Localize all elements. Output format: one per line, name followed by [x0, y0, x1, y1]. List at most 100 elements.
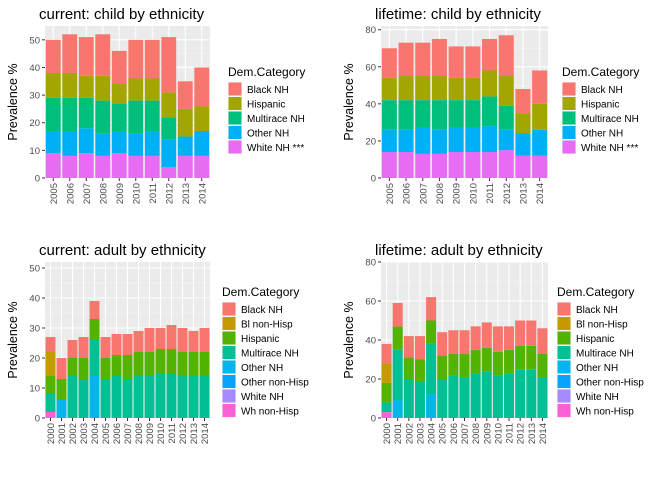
- bar-segment: [62, 131, 78, 156]
- bar-segment: [415, 42, 431, 77]
- bar-segment: [398, 76, 414, 101]
- bar-segment: [133, 352, 144, 376]
- legend-swatch: [222, 375, 236, 388]
- bar-segment: [155, 328, 166, 349]
- bar-segment: [415, 100, 431, 128]
- bar-segment: [166, 325, 177, 349]
- bar-segment: [166, 349, 177, 373]
- bar-segment: [504, 326, 515, 350]
- bar-segment: [414, 380, 425, 418]
- bar-segment: [526, 369, 537, 418]
- bar-segment: [144, 39, 160, 79]
- bar-segment: [414, 336, 425, 360]
- x-tick-label: 2009: [482, 423, 493, 444]
- bar-segment: [188, 376, 199, 418]
- x-tick-label: 2006: [449, 423, 460, 444]
- bar-segment: [381, 129, 397, 153]
- y-axis-label: Prevalence %: [6, 63, 20, 140]
- legend: Dem.Category Black NH Hispanic Multirace NH…: [562, 65, 639, 154]
- chart-title: current: child by ethnicity: [39, 6, 205, 23]
- bar-segment: [177, 136, 193, 156]
- bar-segment: [426, 320, 437, 344]
- bar-segment: [415, 76, 431, 101]
- bar-segment: [194, 106, 210, 132]
- bar-segment: [144, 376, 155, 418]
- bar-segment: [78, 97, 94, 129]
- bar-segment: [144, 78, 160, 101]
- bar-segment: [89, 319, 100, 340]
- bar-segment: [448, 375, 459, 418]
- legend-item: Other non-Hisp: [241, 378, 309, 389]
- legend-swatch: [562, 140, 576, 154]
- x-tick-label: 2003: [415, 423, 426, 444]
- bar-segment: [133, 376, 144, 418]
- bar-segment: [45, 39, 61, 73]
- legend-item: Other NH: [576, 363, 618, 374]
- bar-segment: [133, 331, 144, 352]
- x-tick-label: 2006: [65, 183, 76, 204]
- x-tick-label: 2007: [123, 423, 134, 444]
- bar-segment: [128, 78, 144, 101]
- y-tick-label: 80: [365, 25, 376, 36]
- legend-item: Multirace NH: [241, 349, 299, 360]
- bar-segment: [62, 155, 78, 178]
- legend-title: Dem.Category: [557, 285, 634, 299]
- x-tick-label: 2002: [68, 423, 79, 444]
- x-tick-label: 2005: [101, 423, 112, 444]
- chart-title: lifetime: adult by ethnicity: [375, 242, 543, 259]
- bar-segment: [481, 371, 492, 418]
- legend-swatch: [228, 111, 242, 125]
- legend-swatch: [562, 111, 576, 125]
- bar-segment: [437, 379, 448, 418]
- bar-segment: [111, 84, 127, 104]
- legend-item: Other NH: [241, 363, 283, 374]
- bar-segment: [437, 355, 448, 379]
- legend-item: White NH: [576, 392, 619, 403]
- y-tick-label: 20: [365, 136, 376, 147]
- chart-title: current: adult by ethnicity: [39, 242, 206, 259]
- bar-segment: [431, 153, 447, 178]
- x-tick-label: 2005: [49, 183, 60, 204]
- bar-segment: [177, 352, 188, 376]
- bar-segment: [128, 100, 144, 134]
- bar-segment: [532, 70, 548, 104]
- bar-segment: [381, 412, 392, 418]
- legend: Dem.Category Black NH Bl non-Hisp Hispanic M…: [222, 285, 309, 418]
- x-tick-label: 2014: [200, 423, 211, 444]
- bar-segment: [515, 369, 526, 418]
- legend-swatch: [557, 360, 571, 374]
- bar-segment: [166, 373, 177, 418]
- bar-segment: [381, 363, 392, 383]
- bar-segment: [177, 376, 188, 418]
- bar-segment: [482, 152, 498, 178]
- bar-segment: [45, 72, 61, 98]
- bar-segment: [89, 376, 100, 418]
- bar-segment: [122, 355, 133, 379]
- legend-item: Multirace NH: [581, 114, 639, 125]
- bar-segment: [398, 100, 414, 130]
- bar-segment: [504, 373, 515, 418]
- legend-item: Black NH: [581, 85, 623, 96]
- y-tick-label: 0: [35, 414, 40, 425]
- legend-item: Multirace NH: [576, 349, 634, 360]
- bar-segment: [161, 139, 177, 167]
- x-tick-label: 2006: [112, 423, 123, 444]
- bar-segment: [56, 358, 67, 379]
- bar-segment: [392, 349, 403, 401]
- x-tick-label: 2000: [46, 423, 57, 444]
- legend-swatch: [222, 331, 236, 345]
- bar-segment: [470, 373, 481, 418]
- bar-segment: [498, 105, 514, 130]
- bar-segment: [470, 326, 481, 350]
- legend-item: Wh non-Hisp: [576, 407, 634, 418]
- bar-segment: [414, 359, 425, 381]
- x-tick-label: 2005: [385, 183, 396, 204]
- bar-segment: [403, 379, 414, 418]
- bar-segment: [67, 340, 78, 358]
- legend-swatch: [222, 302, 236, 316]
- x-tick-label: 2005: [438, 423, 449, 444]
- bar-segment: [515, 345, 526, 370]
- bar-segment: [465, 127, 481, 153]
- legend-item: Wh non-Hisp: [241, 407, 299, 418]
- bar-segment: [459, 330, 470, 354]
